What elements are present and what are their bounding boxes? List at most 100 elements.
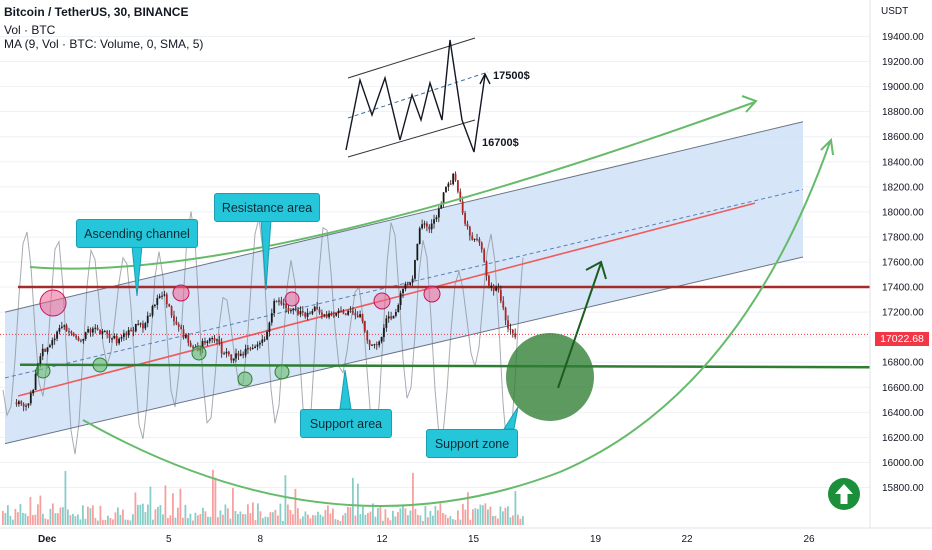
candle-body [96,327,99,330]
candle-body [490,285,493,288]
volume-bar [354,515,357,525]
candle-body [306,312,309,317]
candle-body [249,348,252,350]
candle-body [385,318,388,328]
volume-bar [117,507,119,525]
candle-body [361,314,364,322]
volume-bar [199,513,202,525]
candle-body [227,351,230,355]
resistance-area-callout[interactable]: Resistance area [214,193,320,222]
volume-bar [519,518,522,525]
price-tick-label: 15800.00 [882,483,924,494]
candle-body [27,403,30,406]
volume-bar [7,505,9,525]
support-zone-callout[interactable]: Support zone [426,429,518,458]
candle-body [414,260,416,279]
candle-body [161,295,163,297]
candle-body [282,303,285,305]
price-tick-label: 16600.00 [882,383,924,394]
volume-bar [114,512,117,525]
volume-bar [409,510,412,525]
volume-bar [17,512,19,525]
volume-bar [92,505,94,525]
touch-markers [35,284,594,421]
candle-body [459,191,462,202]
volume-bar [204,511,207,525]
candle-body [17,401,20,405]
candle-body [311,311,314,314]
symbol-title: Bitcoin / TetherUS, 30, BINANCE [4,5,189,19]
volume-bar [234,510,237,525]
volume-bar [487,509,489,525]
volume-bar [319,514,322,525]
candle-body [304,312,307,317]
support-area-pointer [339,369,352,410]
volume-bar [29,496,32,525]
candle-body [373,344,376,346]
volume-bar [362,506,364,525]
up-arrow-circle-icon[interactable] [828,478,860,510]
volume-bar [432,515,434,525]
volume-bar [229,518,232,525]
volume-bar [109,518,112,525]
candle-body [122,333,125,338]
candle-body [82,338,85,341]
candle-body [499,290,502,301]
volume-bar [389,520,392,525]
candle-body [251,347,254,349]
candle-body [58,328,61,332]
volume-bar [119,514,122,525]
price-tick-label: 16000.00 [882,458,924,469]
volume-bar [517,514,519,525]
volume-bar [67,509,69,525]
volume-bar [174,517,177,525]
volume-bar [477,509,479,525]
support-area-callout[interactable]: Support area [300,409,392,438]
candle-body [471,235,474,240]
ascending-channel-callout[interactable]: Ascending channel [76,219,198,248]
candle-body [347,310,350,315]
candle-body [192,346,194,348]
candle-body [387,316,390,319]
candle-body [130,330,132,332]
candle-body [65,325,68,332]
volume-bar [337,519,339,525]
candle-body [247,348,249,350]
candle-body [318,309,321,313]
candle-body [299,311,302,315]
candle-body [239,353,242,356]
candle-body [497,287,500,291]
volume-bar [87,506,89,525]
upper-arc [29,101,756,270]
volume-bar [177,507,179,525]
resistance-touch-marker [373,292,391,310]
volume-bar [397,512,399,525]
candle-body [49,345,51,348]
time-tick-label: 12 [377,534,389,545]
candle-body [125,333,128,336]
volume-bar [32,515,34,525]
time-tick-label: 8 [258,534,264,545]
candle-body [466,223,469,227]
price-tick-label: 18200.00 [882,182,924,193]
volume-bar [349,507,352,525]
volume-bar [417,514,419,525]
pattern-lower-line [347,119,476,158]
volume-bar [154,509,157,525]
volume-bar [274,509,277,525]
candle-body [344,313,347,315]
candle-body [433,219,435,224]
candle-body [242,353,245,356]
candle-body [380,337,383,342]
volume-bar [279,503,282,525]
candle-body [378,341,381,346]
volume-bar [99,505,102,525]
pattern-mid-dashed [347,71,489,119]
volume-bar [42,513,44,525]
volume-bar [144,512,147,525]
volume-bar [304,511,307,525]
volume-bar [419,515,422,525]
candle-body [34,374,37,390]
candle-body [287,307,290,311]
